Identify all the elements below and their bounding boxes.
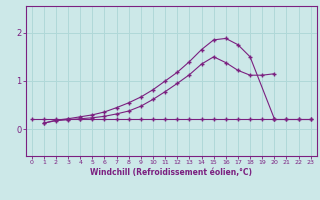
- X-axis label: Windchill (Refroidissement éolien,°C): Windchill (Refroidissement éolien,°C): [90, 168, 252, 177]
